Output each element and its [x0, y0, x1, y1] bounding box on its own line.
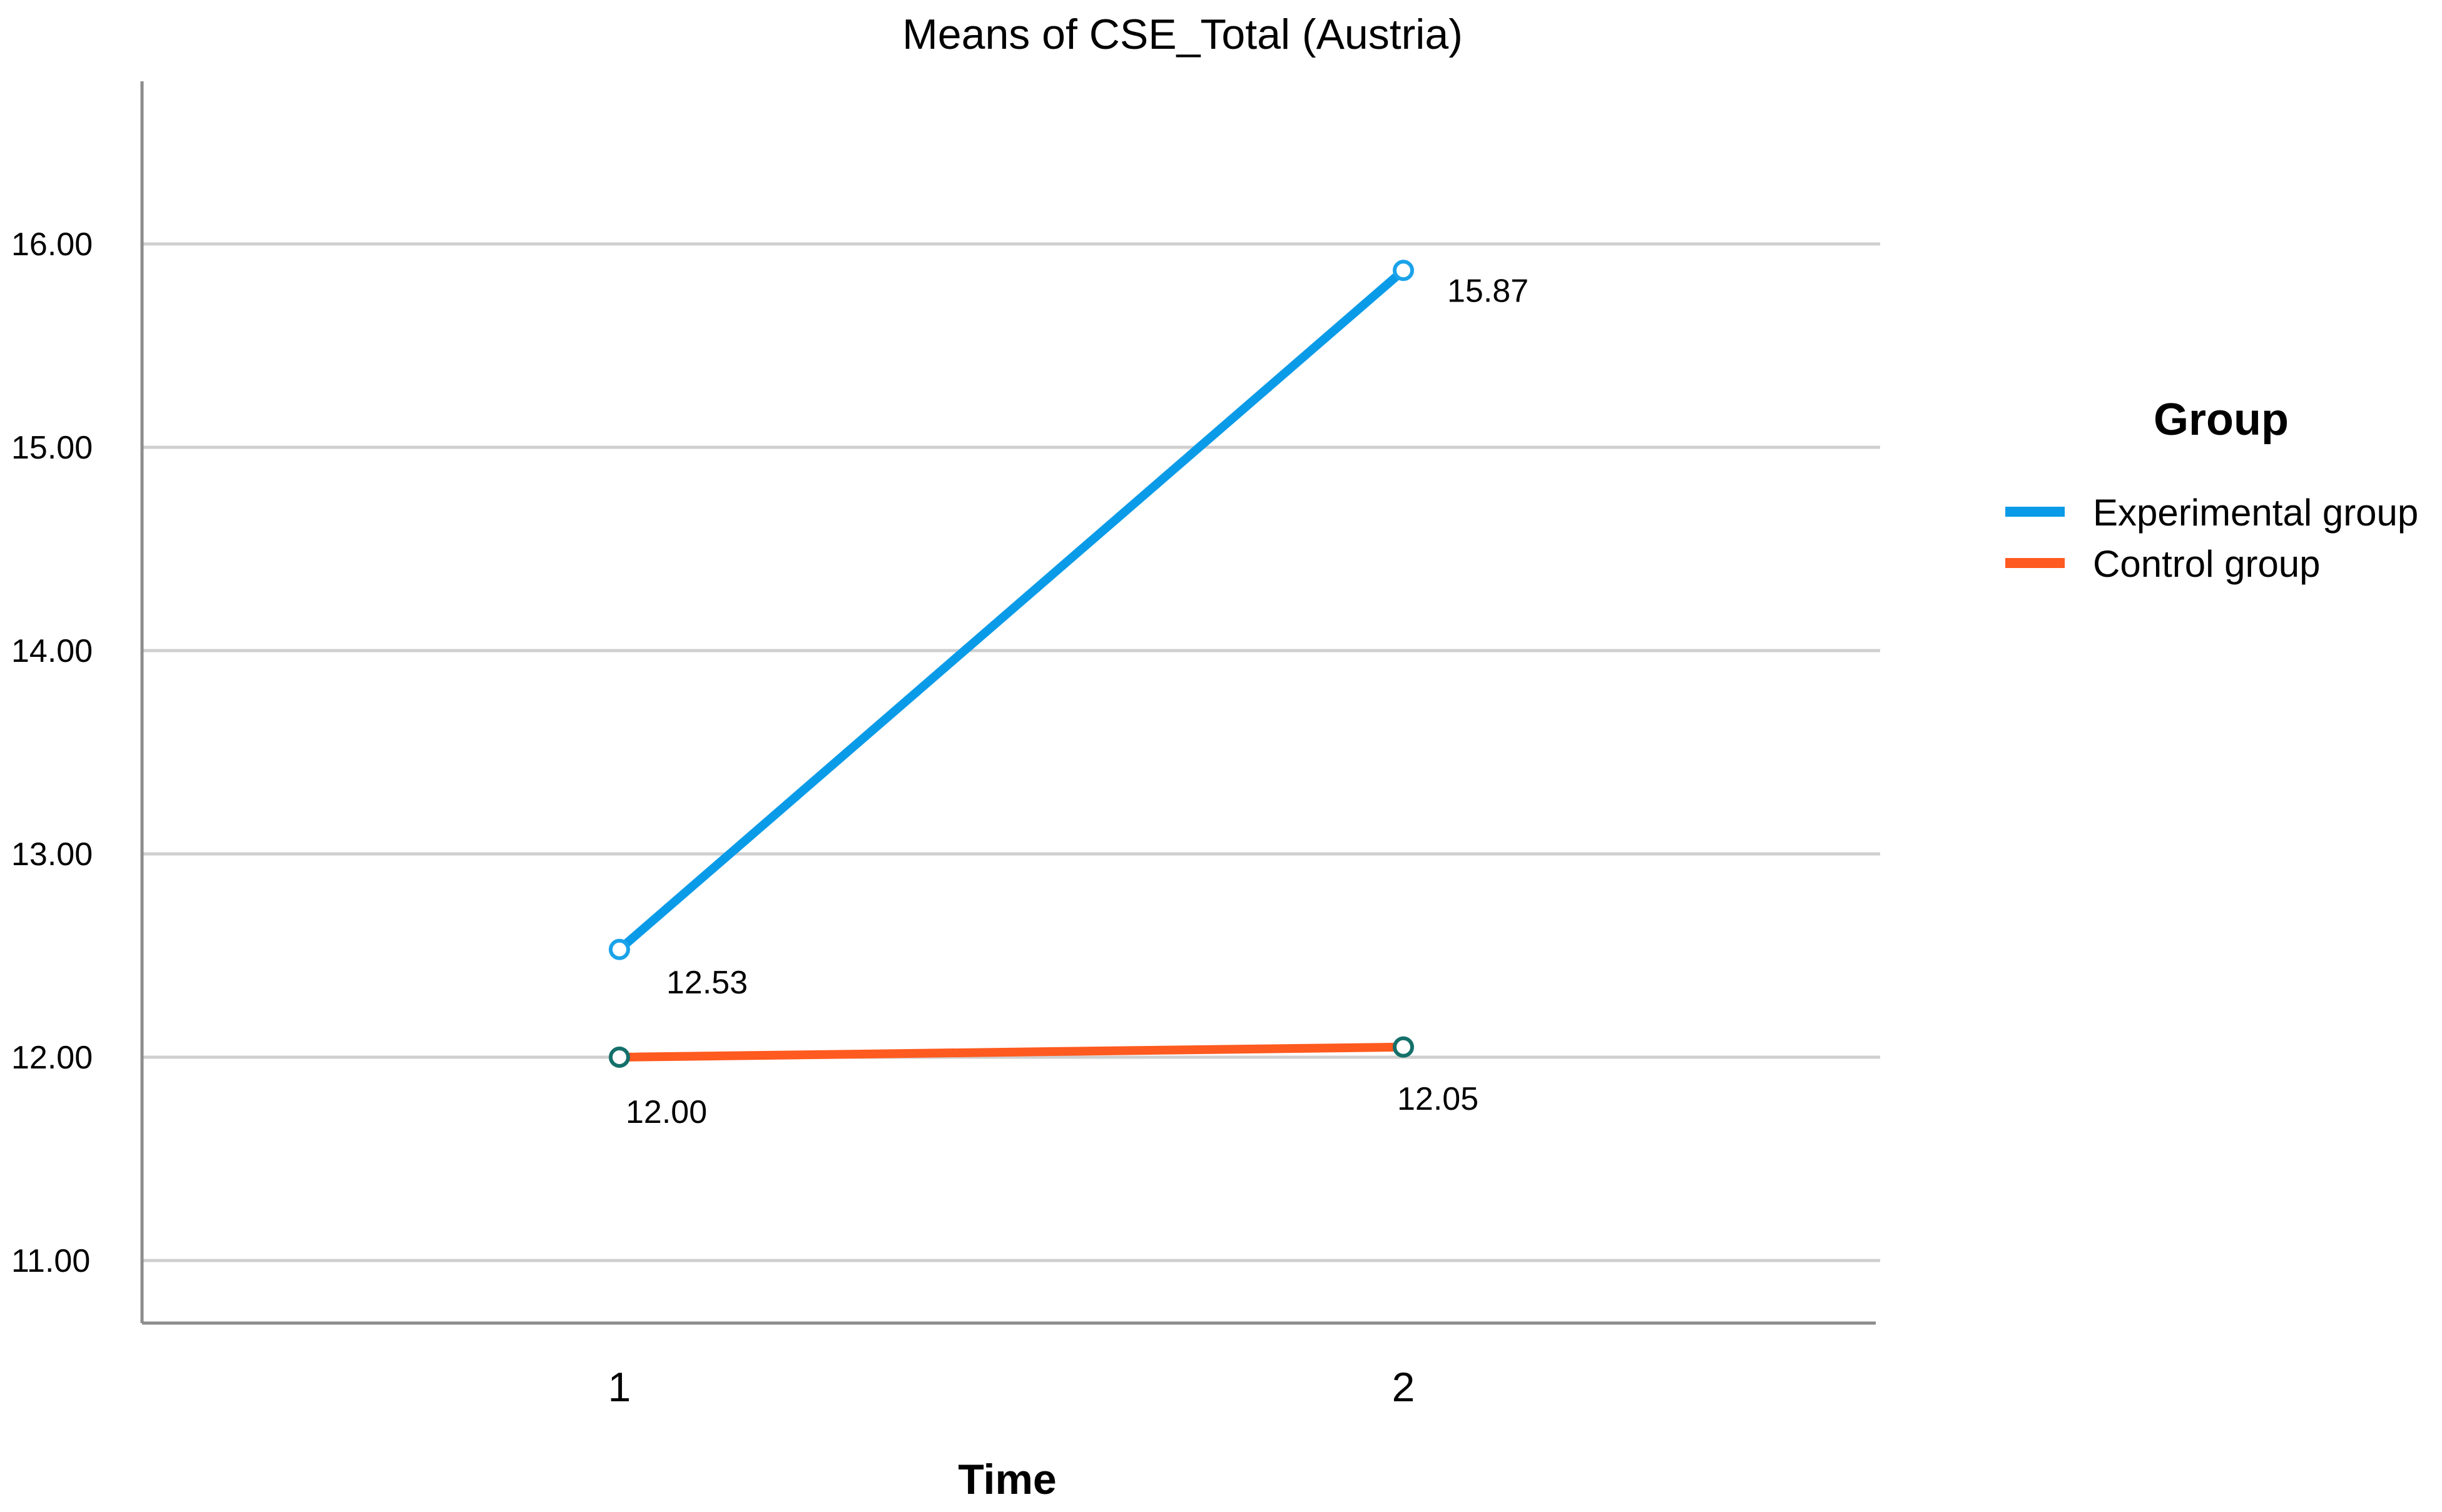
data-point — [1393, 1036, 1414, 1058]
data-label: 12.05 — [1397, 1081, 1478, 1117]
legend-label: Control group — [2093, 543, 2321, 585]
data-point — [609, 938, 630, 960]
data-label: 12.53 — [666, 965, 748, 1001]
y-tick-label: 15.00 — [11, 430, 93, 466]
data-labels: 12.53 15.87 12.00 12.05 — [626, 273, 1529, 1130]
data-point — [1393, 260, 1414, 282]
legend-items: Experimental group Control group — [2005, 492, 2418, 585]
series-line — [615, 266, 1408, 954]
series-line — [615, 1042, 1408, 1062]
chart-title: Means of CSE_Total (Austria) — [902, 11, 1463, 58]
x-tick-label: 1 — [608, 1364, 631, 1410]
y-tick-label: 16.00 — [11, 226, 93, 263]
y-tick-label: 14.00 — [11, 633, 93, 669]
x-axis-label: Time — [958, 1456, 1056, 1503]
series-experimental-group — [609, 260, 1414, 960]
series-control-group — [609, 1036, 1414, 1068]
data-label: 12.00 — [626, 1094, 707, 1130]
y-tick-label: 12.00 — [11, 1040, 93, 1076]
y-tick-label: 13.00 — [11, 836, 93, 873]
axes — [140, 81, 1876, 1325]
y-tick-label: 11.00 — [11, 1243, 90, 1279]
gridlines — [142, 242, 1880, 1262]
y-tick-labels: 11.00 12.00 13.00 14.00 15.00 16.00 — [11, 226, 93, 1279]
x-tick-label: 2 — [1392, 1364, 1415, 1410]
legend: Group Experimental group Control group — [2005, 395, 2418, 585]
data-label: 15.87 — [1447, 273, 1529, 309]
legend-label: Experimental group — [2093, 492, 2418, 534]
legend-title: Group — [2154, 395, 2289, 445]
data-point — [609, 1047, 630, 1068]
series-layer — [609, 260, 1414, 1068]
